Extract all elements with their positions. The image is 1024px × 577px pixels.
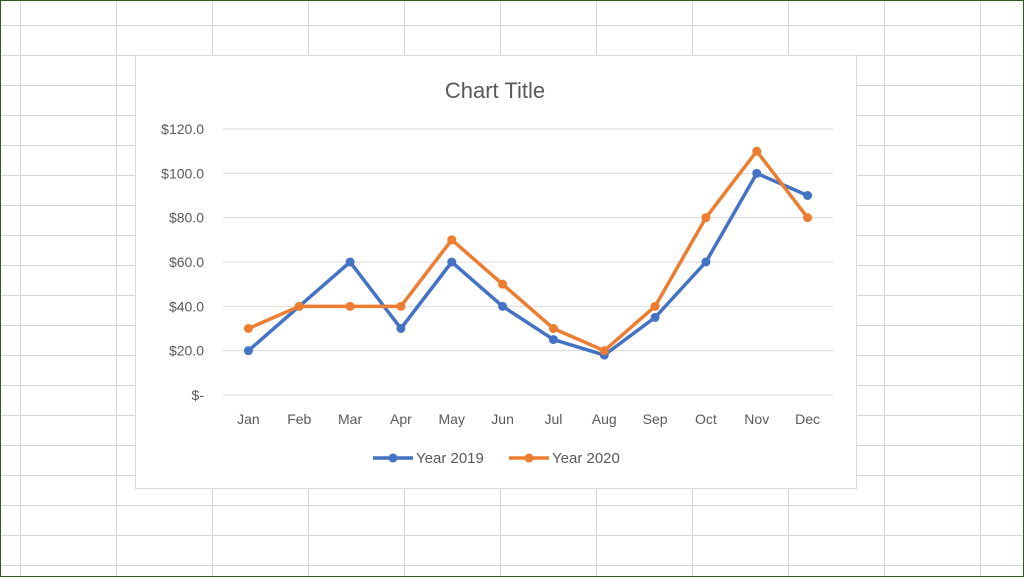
x-tick-label: Aug xyxy=(592,411,617,427)
series-line[interactable] xyxy=(246,171,810,357)
data-point[interactable] xyxy=(498,301,508,311)
y-tick-label: $20.0 xyxy=(169,343,204,359)
y-tick-label: $120.0 xyxy=(161,121,204,137)
legend-entry[interactable]: Year 2019 xyxy=(416,450,484,467)
x-tick-label: Apr xyxy=(390,411,412,427)
data-point[interactable] xyxy=(447,257,457,267)
data-point[interactable] xyxy=(498,279,508,289)
plot-series xyxy=(243,146,813,360)
x-tick-label: Dec xyxy=(795,411,820,427)
data-point[interactable] xyxy=(548,335,558,345)
y-tick-label: $100.0 xyxy=(161,165,204,181)
x-tick-label: Jun xyxy=(491,411,514,427)
legend[interactable]: Year 2019 Year 2020 xyxy=(373,450,620,467)
data-point[interactable] xyxy=(650,312,660,322)
data-point[interactable] xyxy=(599,346,609,356)
data-point[interactable] xyxy=(345,301,355,311)
x-tick-label: Oct xyxy=(695,411,717,427)
data-point[interactable] xyxy=(345,257,355,267)
legend-entry[interactable]: Year 2020 xyxy=(552,450,620,467)
data-point[interactable] xyxy=(752,146,762,156)
y-tick-label: $- xyxy=(192,387,205,403)
data-point[interactable] xyxy=(243,324,253,333)
chart-title[interactable]: Chart Title xyxy=(445,78,545,103)
legend-marker xyxy=(524,453,534,463)
legend-marker xyxy=(388,453,398,463)
chart-area[interactable]: Chart Title $- $20.0 $40.0 $60.0 $80.0 $100.0… xyxy=(135,55,857,489)
series-line[interactable] xyxy=(246,149,810,353)
x-tick-label: Nov xyxy=(744,411,769,427)
data-point[interactable] xyxy=(396,324,406,333)
data-point[interactable] xyxy=(701,257,711,267)
x-tick-label: Sep xyxy=(643,411,668,427)
data-point[interactable] xyxy=(447,235,457,245)
data-point[interactable] xyxy=(803,213,813,223)
y-tick-label: $60.0 xyxy=(169,254,204,270)
line-chart: Chart Title $- $20.0 $40.0 $60.0 $80.0 $100.0… xyxy=(161,78,833,467)
x-tick-label: Jan xyxy=(237,411,260,427)
data-point[interactable] xyxy=(396,301,406,311)
data-point[interactable] xyxy=(548,324,558,333)
y-axis-ticks: $- $20.0 $40.0 $60.0 $80.0 $100.0 $120.0 xyxy=(161,121,204,403)
data-point[interactable] xyxy=(701,213,711,223)
data-point[interactable] xyxy=(650,301,660,311)
y-tick-label: $40.0 xyxy=(169,298,204,314)
y-tick-label: $80.0 xyxy=(169,210,204,226)
x-tick-label: Jul xyxy=(544,411,562,427)
data-point[interactable] xyxy=(752,168,762,178)
data-point[interactable] xyxy=(803,191,813,200)
x-tick-label: Mar xyxy=(338,411,362,427)
data-point[interactable] xyxy=(243,346,253,356)
x-tick-label: Feb xyxy=(287,411,311,427)
data-point[interactable] xyxy=(294,301,304,311)
x-tick-label: May xyxy=(439,411,465,427)
x-axis-ticks: Jan Feb Mar Apr May Jun Jul Aug Sep Oct Nov Dec xyxy=(237,411,820,427)
